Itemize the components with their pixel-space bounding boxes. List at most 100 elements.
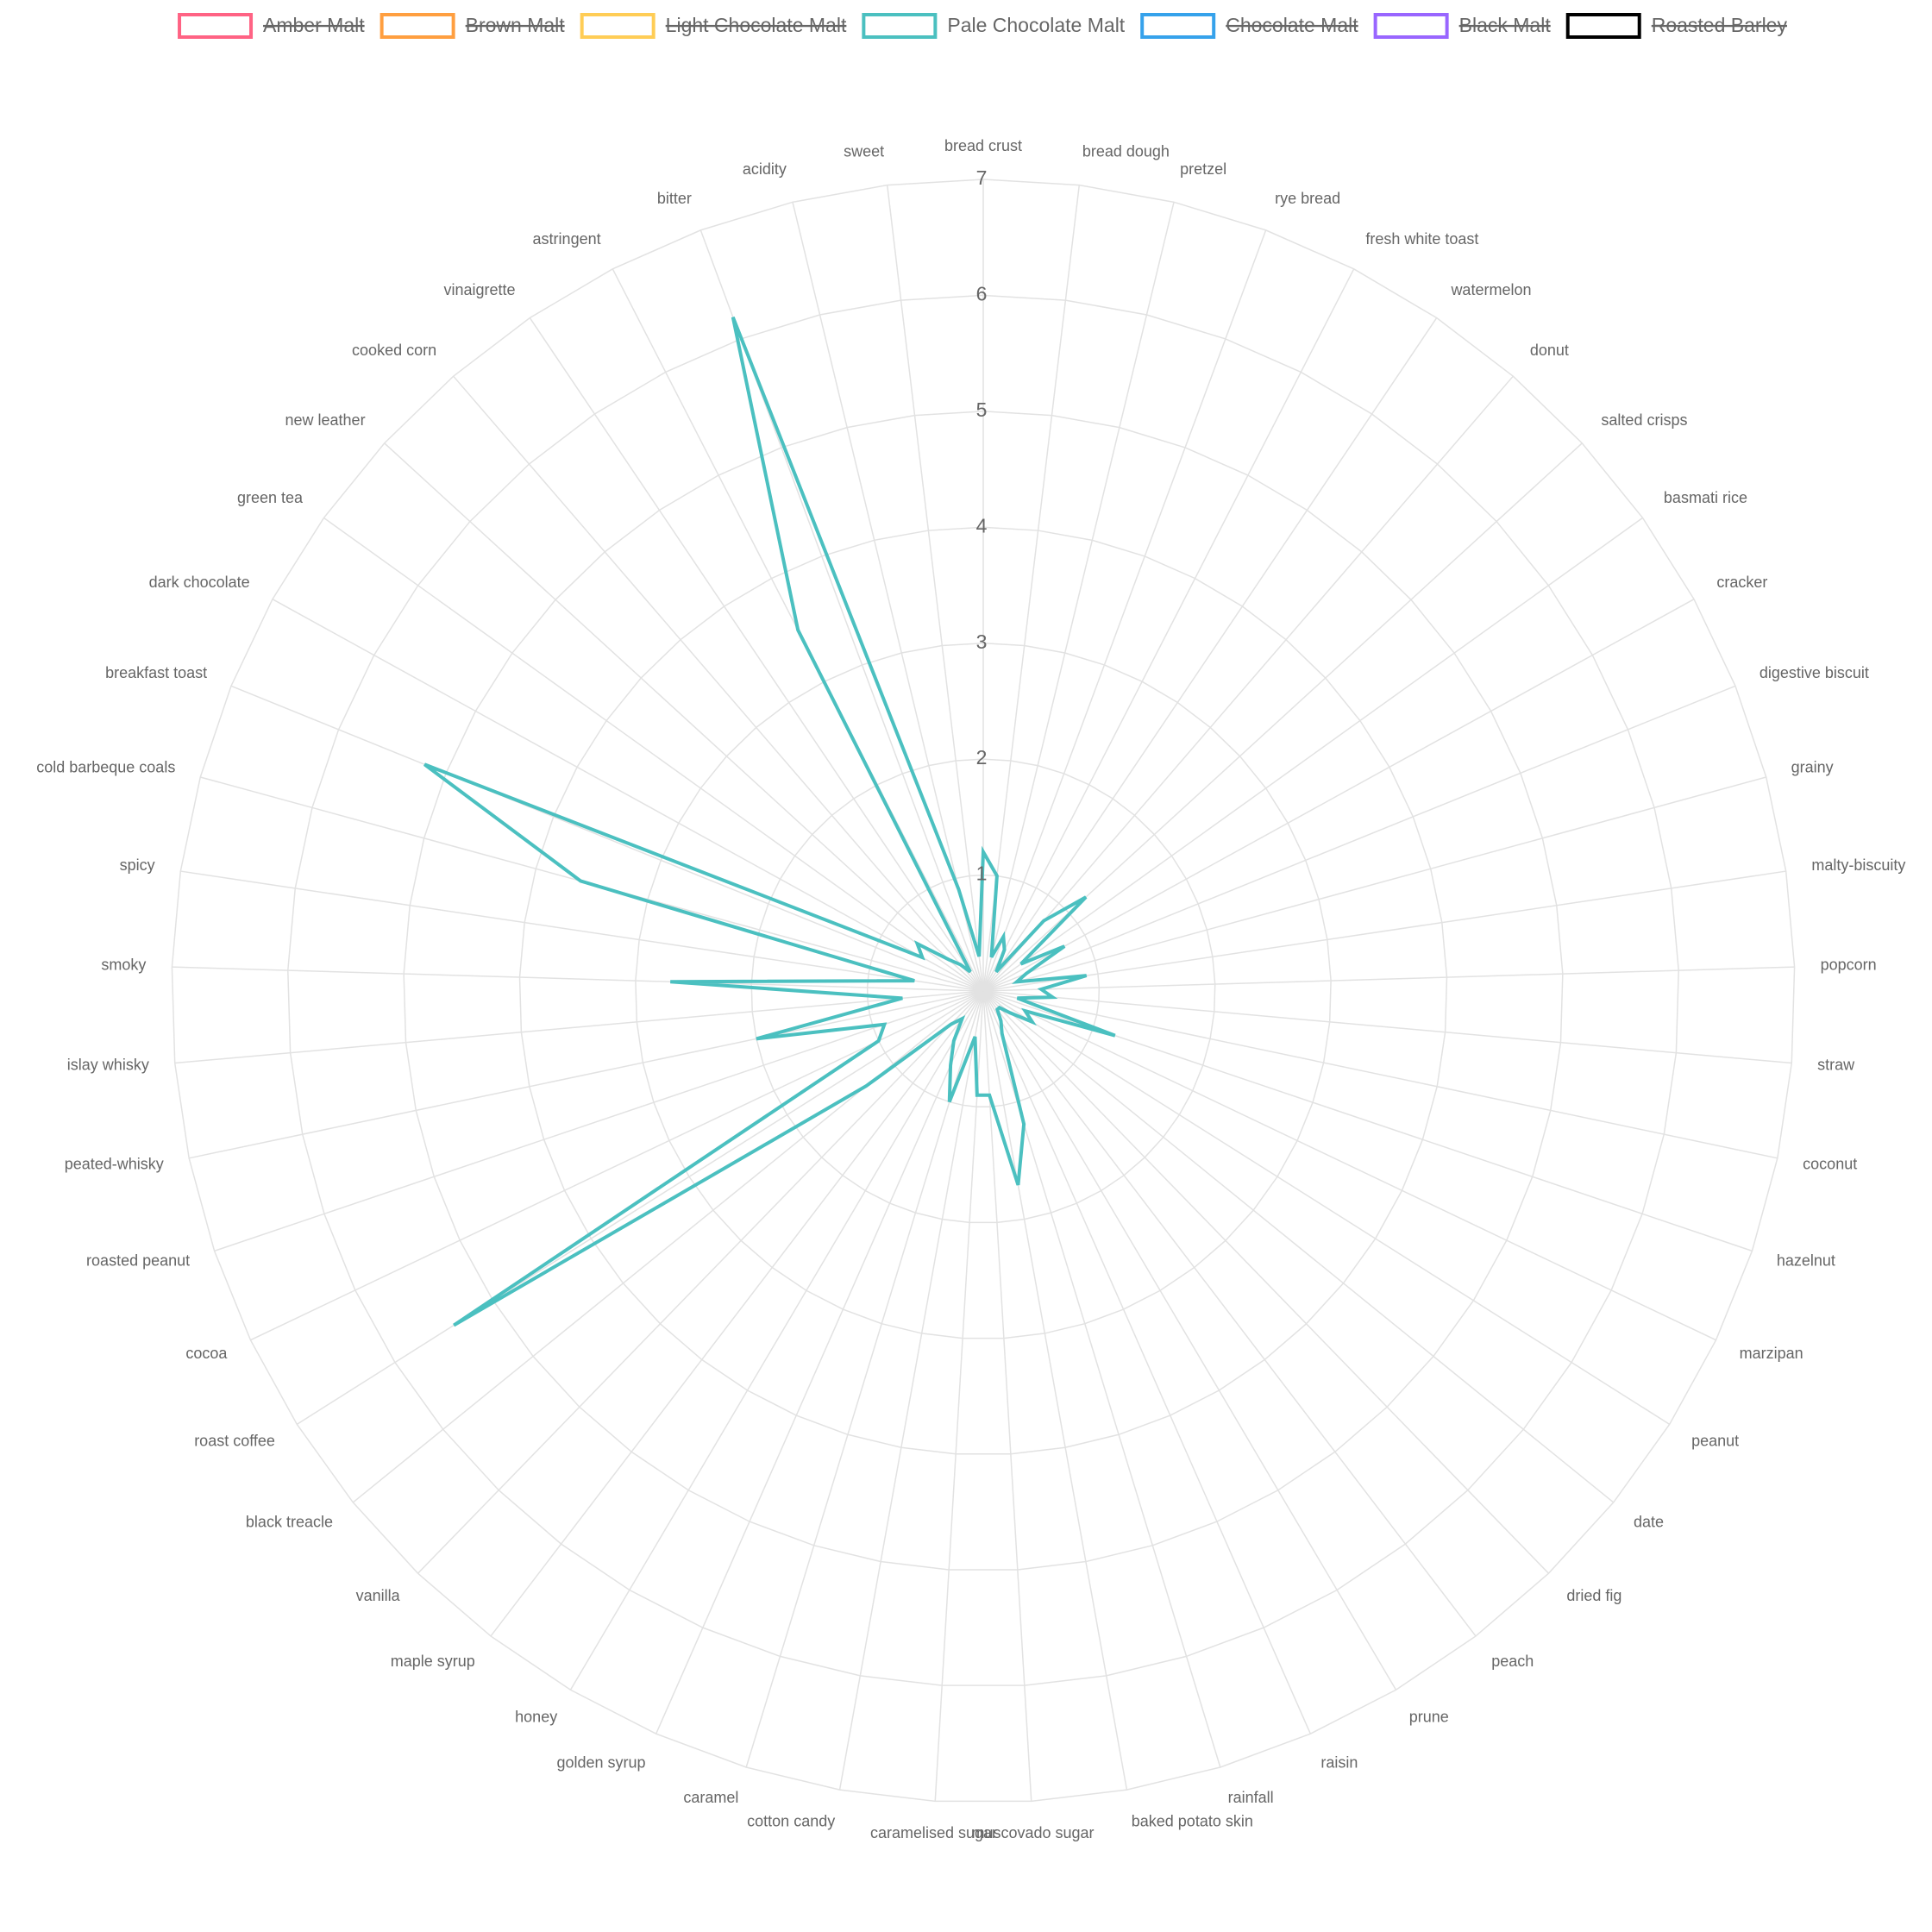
point-label: green tea bbox=[237, 489, 304, 506]
spoke bbox=[982, 870, 1786, 992]
point-label: rainfall bbox=[1228, 1789, 1274, 1806]
point-label: donut bbox=[1530, 342, 1569, 359]
point-label: acidity bbox=[743, 160, 787, 178]
spoke bbox=[982, 990, 1128, 1791]
legend-label[interactable]: Light Chocolate Malt bbox=[666, 14, 847, 36]
spoke bbox=[792, 202, 984, 992]
point-label: bread crust bbox=[944, 137, 1022, 154]
spoke bbox=[417, 990, 984, 1574]
legend-item[interactable]: Pale Chocolate Malt bbox=[862, 13, 1126, 39]
grid bbox=[171, 179, 1796, 1803]
spoke bbox=[982, 317, 1438, 992]
legend-item[interactable]: Black Malt bbox=[1373, 13, 1552, 39]
spoke bbox=[982, 202, 1175, 992]
spoke bbox=[982, 517, 1643, 992]
legend-item[interactable]: Amber Malt bbox=[178, 13, 365, 39]
legend-item[interactable]: Light Chocolate Malt bbox=[580, 13, 847, 39]
point-label: roasted peanut bbox=[86, 1251, 190, 1269]
spoke bbox=[655, 990, 984, 1734]
spoke bbox=[272, 599, 984, 992]
point-label: raisin bbox=[1320, 1754, 1358, 1772]
point-label: basmati rice bbox=[1664, 489, 1747, 506]
grid-ring bbox=[518, 526, 1448, 1455]
spoke bbox=[982, 599, 1695, 992]
point-label: straw bbox=[1817, 1057, 1855, 1074]
spoke bbox=[250, 990, 984, 1341]
point-label: smoky bbox=[101, 957, 146, 974]
legend-swatch[interactable] bbox=[1140, 13, 1216, 39]
spoke bbox=[982, 229, 1267, 992]
grid-ring bbox=[635, 642, 1332, 1339]
point-label: dark chocolate bbox=[149, 574, 250, 591]
legend-label[interactable]: Chocolate Malt bbox=[1226, 14, 1358, 36]
point-label: marzipan bbox=[1740, 1345, 1803, 1362]
spoke bbox=[982, 685, 1736, 992]
r-tick-label: 4 bbox=[976, 514, 988, 536]
r-tick-label: 3 bbox=[976, 630, 988, 653]
spoke bbox=[982, 990, 1792, 1064]
point-label: prune bbox=[1409, 1709, 1449, 1726]
r-tick-label: 6 bbox=[976, 283, 988, 305]
legend-swatch[interactable] bbox=[178, 13, 254, 39]
legend-swatch[interactable] bbox=[380, 13, 455, 39]
r-tick-label: 1 bbox=[976, 862, 988, 885]
legend-swatch[interactable] bbox=[580, 13, 656, 39]
point-label: peanut bbox=[1691, 1432, 1739, 1449]
point-label: baked potato skin bbox=[1132, 1812, 1253, 1829]
spoke bbox=[886, 185, 984, 992]
spoke bbox=[490, 990, 984, 1637]
point-label: malty-biscuity bbox=[1811, 856, 1905, 874]
spoke bbox=[172, 966, 984, 992]
point-label: honey bbox=[515, 1709, 557, 1726]
point-label: spicy bbox=[120, 856, 155, 874]
point-label: bitter bbox=[657, 190, 692, 207]
spoke bbox=[214, 990, 984, 1252]
point-label: pretzel bbox=[1180, 160, 1226, 178]
spoke bbox=[982, 990, 1312, 1734]
spoke bbox=[296, 990, 984, 1425]
point-label: digestive biscuit bbox=[1760, 664, 1869, 681]
r-tick-label: 2 bbox=[976, 746, 988, 768]
grid-ring bbox=[171, 179, 1796, 1803]
spoke bbox=[745, 990, 984, 1768]
spoke bbox=[453, 375, 984, 992]
grid-ring bbox=[403, 411, 1564, 1571]
spoke bbox=[529, 317, 984, 992]
legend-label[interactable]: Brown Malt bbox=[466, 14, 566, 36]
grid-ring bbox=[287, 294, 1679, 1686]
point-label: dried fig bbox=[1566, 1587, 1622, 1604]
spoke bbox=[982, 990, 1716, 1341]
legend-swatch[interactable] bbox=[1565, 13, 1641, 39]
r-tick-label: 5 bbox=[976, 398, 988, 421]
point-label: cold barbeque coals bbox=[36, 759, 175, 776]
legend: Amber Malt Brown Malt Light Chocolate Malt… bbox=[178, 13, 1788, 39]
legend-item[interactable]: Chocolate Malt bbox=[1140, 13, 1358, 39]
spoke bbox=[180, 870, 984, 992]
spoke bbox=[982, 966, 1795, 992]
point-label: popcorn bbox=[1821, 957, 1877, 974]
point-label: grainy bbox=[1791, 759, 1834, 776]
legend-swatch[interactable] bbox=[862, 13, 938, 39]
legend-label[interactable]: Pale Chocolate Malt bbox=[947, 14, 1125, 36]
point-label: rye bread bbox=[1275, 190, 1340, 207]
spoke bbox=[982, 375, 1514, 992]
legend-item[interactable]: Roasted Barley bbox=[1565, 13, 1788, 39]
legend-swatch[interactable] bbox=[1373, 13, 1449, 39]
point-label: peated-whisky bbox=[65, 1155, 164, 1172]
point-label: cooked corn bbox=[352, 342, 436, 359]
legend-label[interactable]: Black Malt bbox=[1459, 14, 1552, 36]
legend-item[interactable]: Brown Malt bbox=[380, 13, 566, 39]
spoke bbox=[189, 990, 984, 1159]
point-label: date bbox=[1634, 1514, 1664, 1531]
point-label: caramel bbox=[683, 1789, 738, 1806]
point-label: astringent bbox=[533, 230, 601, 248]
spoke bbox=[838, 990, 984, 1791]
r-tick-label: 7 bbox=[976, 166, 988, 189]
point-label: breakfast toast bbox=[105, 664, 207, 681]
ticks: 1 2 3 4 5 6 7 bread crust bread dough pretzel rye … bbox=[36, 137, 1905, 1841]
spoke bbox=[982, 990, 1397, 1690]
spoke bbox=[174, 990, 984, 1064]
legend-label[interactable]: Amber Malt bbox=[263, 14, 365, 36]
spoke bbox=[982, 990, 1778, 1159]
legend-label[interactable]: Roasted Barley bbox=[1652, 14, 1788, 36]
